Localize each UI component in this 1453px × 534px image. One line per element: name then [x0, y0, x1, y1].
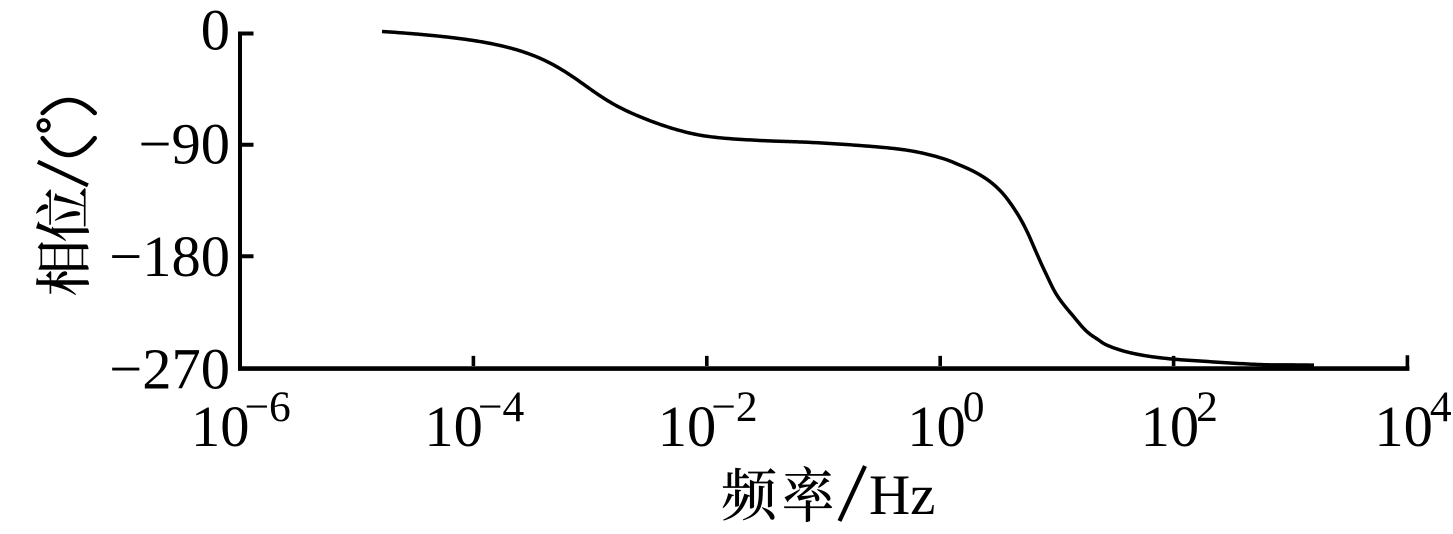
- svg-text:−270: −270: [109, 336, 230, 401]
- svg-text:104: 104: [1374, 383, 1452, 459]
- svg-text:102: 102: [1141, 383, 1218, 459]
- svg-text:−180: −180: [109, 224, 230, 289]
- svg-text:Hz: Hz: [869, 464, 935, 527]
- svg-text:10−4: 10−4: [424, 383, 524, 459]
- svg-text:0: 0: [201, 0, 230, 63]
- svg-text:10−2: 10−2: [658, 383, 758, 459]
- svg-text:100: 100: [907, 383, 984, 459]
- svg-text:10−6: 10−6: [191, 383, 291, 459]
- svg-text:−90: −90: [139, 111, 231, 176]
